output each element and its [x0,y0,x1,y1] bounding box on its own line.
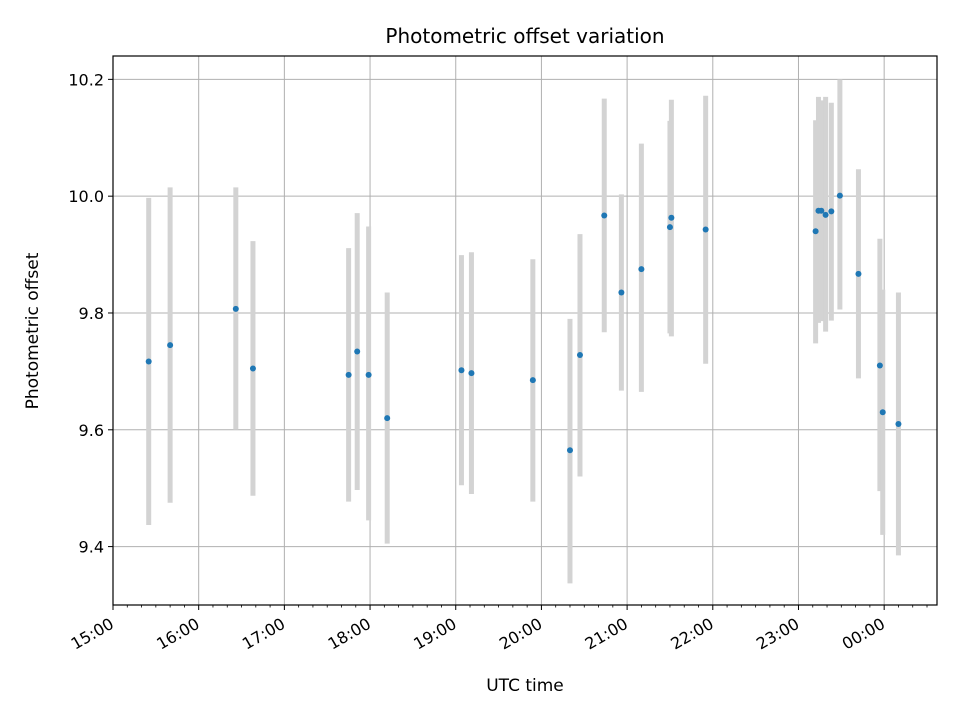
data-point [702,226,709,233]
data-point [668,214,675,221]
data-point [876,362,883,369]
data-point [345,371,352,378]
data-point [601,212,608,219]
data-point [365,371,372,378]
data-point [812,228,819,235]
y-axis-label: Photometric offset [23,252,43,409]
data-point [879,409,886,416]
y-tick-label: 9.4 [79,538,104,557]
data-point [145,358,152,365]
y-tick-label: 9.6 [79,421,104,440]
data-point [638,266,645,273]
data-points [145,192,902,454]
data-point [822,211,829,218]
y-tick-label: 9.8 [79,304,104,323]
data-point [167,342,174,349]
data-point [836,192,843,199]
data-point [818,207,825,214]
data-point [618,289,625,296]
data-point [566,447,573,454]
data-point [354,348,361,355]
data-point [232,305,239,312]
data-point [828,208,835,215]
chart-title: Photometric offset variation [385,24,664,48]
y-axis-ticks: 9.4 9.6 9.8 10.0 10.2 [68,70,113,557]
data-point [458,367,465,374]
data-point [576,352,583,359]
y-tick-label: 10.2 [68,70,104,89]
y-tick-label: 10.0 [68,187,104,206]
data-point [855,270,862,277]
data-point [249,365,256,372]
x-axis-label: UTC time [486,676,564,696]
data-point [529,377,536,384]
data-point [895,420,902,427]
data-point [666,224,673,231]
data-point [384,415,391,422]
data-point [468,370,475,377]
plot-frame [112,55,938,606]
